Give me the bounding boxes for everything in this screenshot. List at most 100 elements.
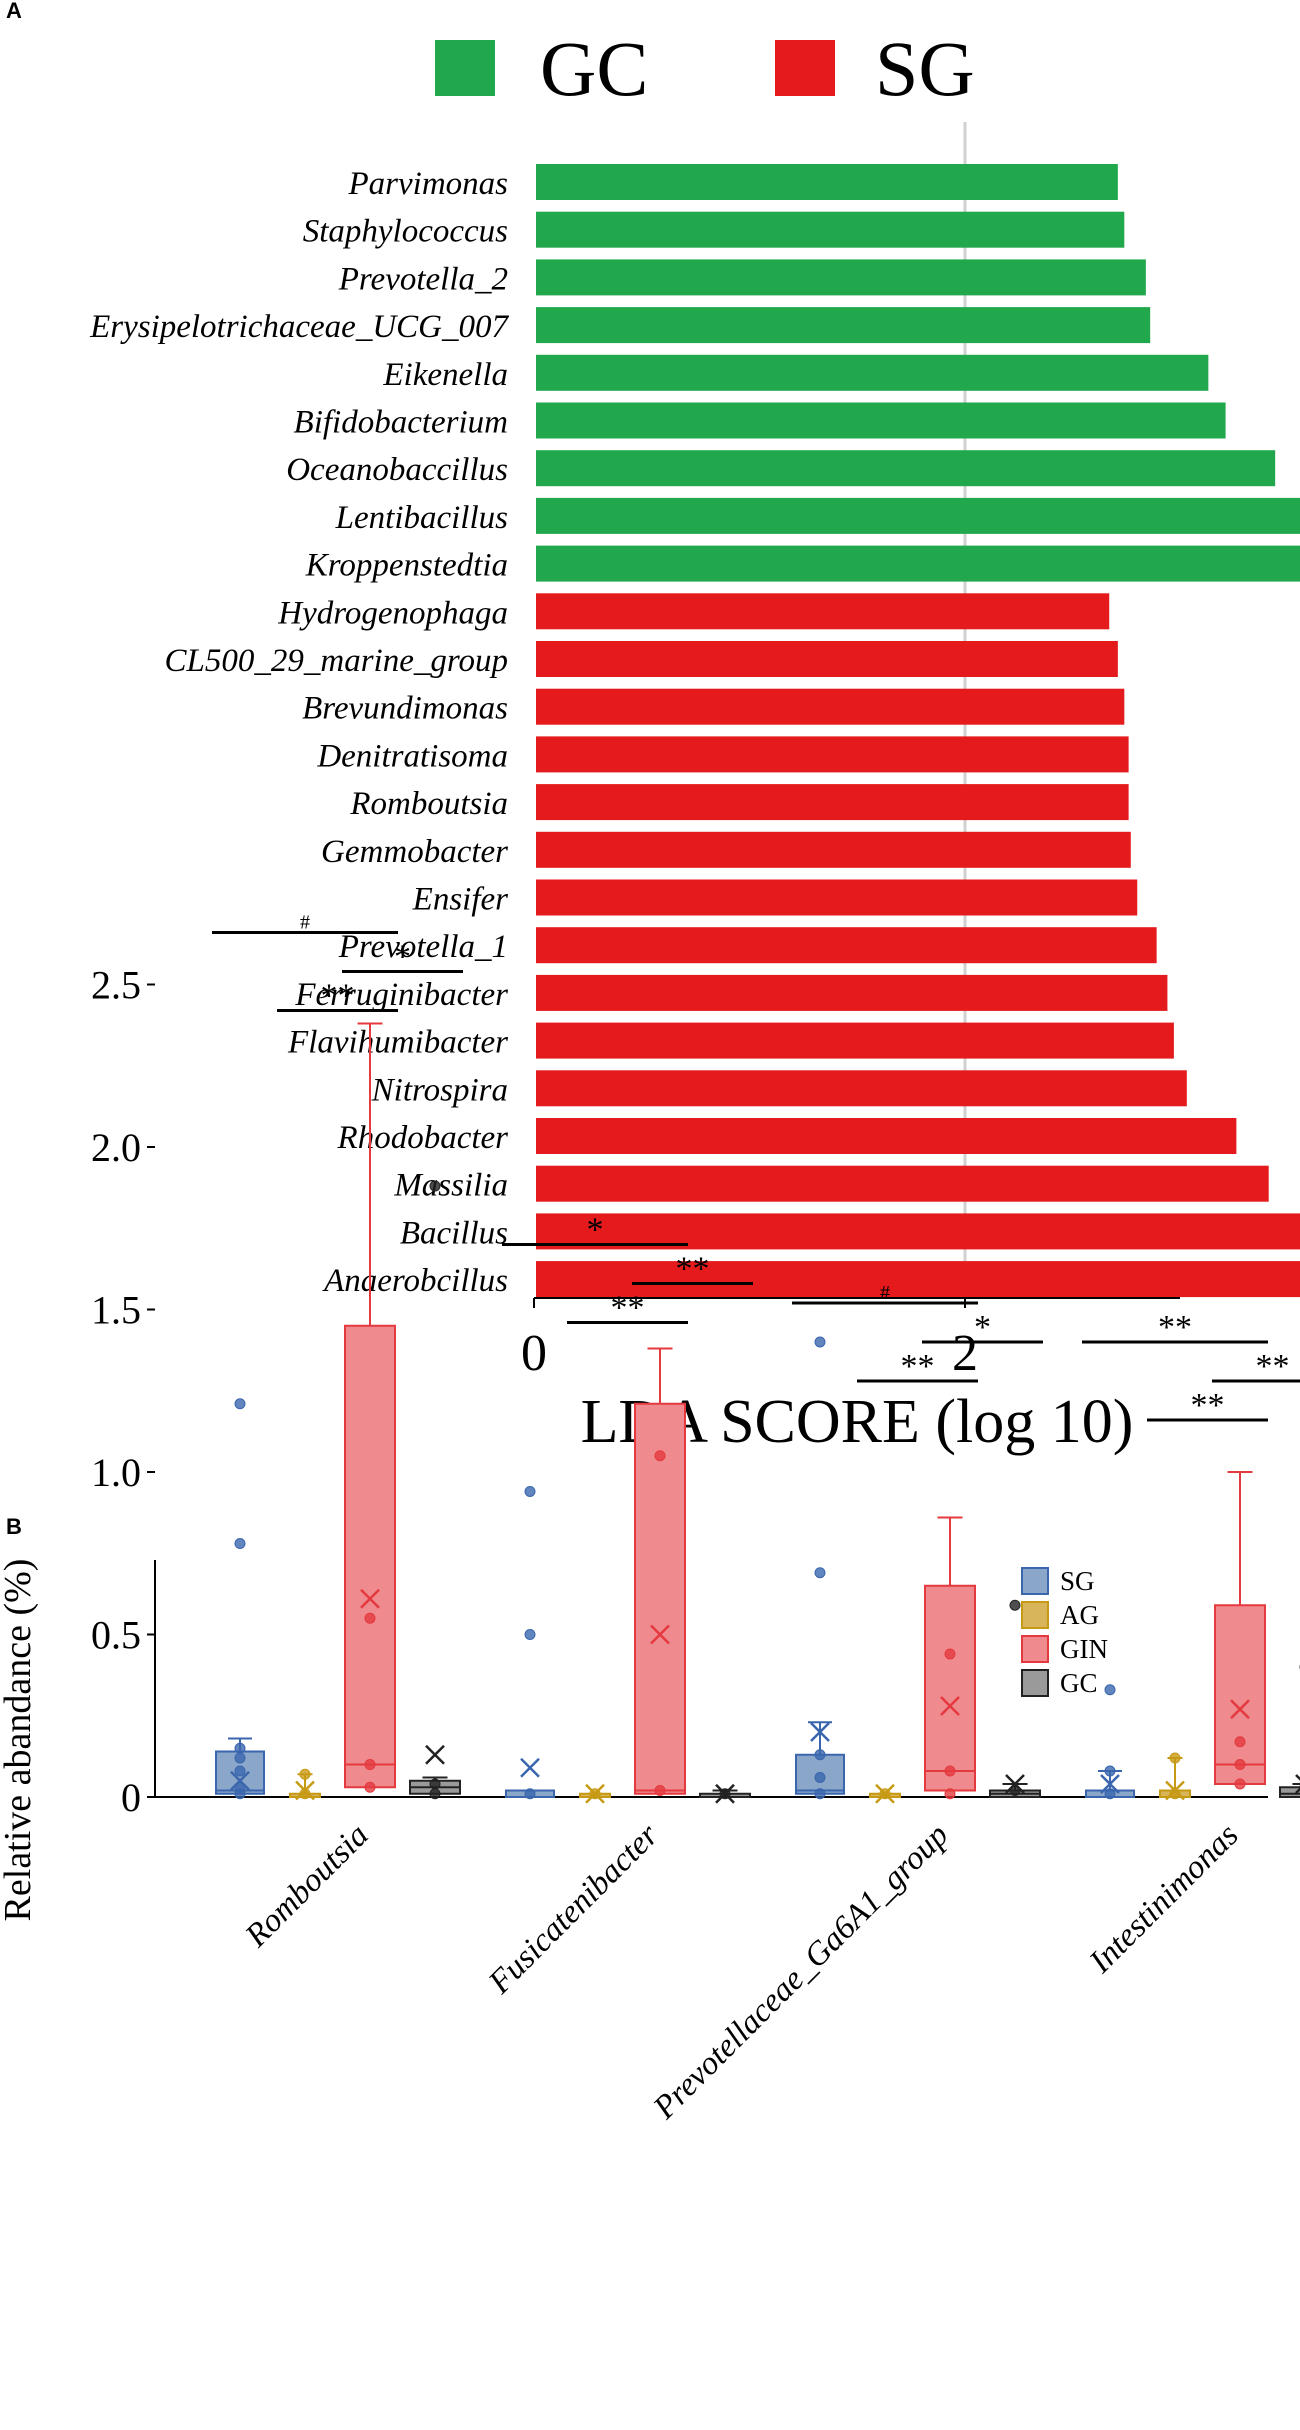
panel-b-label: B xyxy=(6,1514,22,1539)
legend-label-gin: GIN xyxy=(1060,1634,1108,1664)
box-prevotellaceae_ga6a1_group-sg-point xyxy=(814,1567,826,1579)
category-label: CL500_29_marine_group xyxy=(165,643,508,679)
box-fusicatenibacter-sg-point xyxy=(524,1486,536,1497)
legend-swatch-ag xyxy=(1021,1601,1049,1629)
category-label: Denitratisoma xyxy=(316,738,508,774)
bar-bifidobacterium xyxy=(536,402,1226,439)
box-intestinimonas-gin-mean xyxy=(1230,1699,1250,1720)
box-prevotellaceae_ga6a1_group-gin-point xyxy=(944,1788,956,1800)
category-label: Bifidobacterium xyxy=(294,405,508,441)
legend-label-sg: SG xyxy=(875,25,975,112)
category-label: Lentibacillus xyxy=(335,500,508,536)
box-romboutsia-gin xyxy=(344,1324,396,1789)
bar-kroppenstedtia xyxy=(536,545,1300,582)
box-prevotellaceae_ga6a1_group-gin-point xyxy=(944,1648,956,1660)
panel-b-legend: SG AG GIN GC xyxy=(1021,1566,1108,1698)
box-romboutsia-sg-point xyxy=(234,1538,246,1549)
bar-erysipelotrichaceae_ucg_007 xyxy=(536,307,1151,344)
y-tick-label: 0.5 xyxy=(91,1613,141,1658)
category-label: Nitrospira xyxy=(371,1072,508,1108)
legend-swatch-sg xyxy=(775,40,835,96)
category-label: Gemmobacter xyxy=(321,834,508,870)
box-romboutsia-gc-point xyxy=(429,1788,441,1800)
box-prevotellaceae_ga6a1_group-gc-mean xyxy=(1005,1774,1025,1794)
category-label: Anaerobcillus xyxy=(322,1263,508,1299)
category-label: Massilia xyxy=(393,1168,508,1204)
bar-lentibacillus xyxy=(536,497,1300,534)
legend-label-sg: SG xyxy=(1060,1566,1095,1596)
box-fusicatenibacter-sg-point xyxy=(524,1788,536,1800)
box-prevotellaceae_ga6a1_group-sg-point xyxy=(814,1749,826,1761)
box-intestinimonas-gin-point xyxy=(1234,1778,1246,1790)
bar-flavihumibacter xyxy=(536,1022,1174,1059)
y-tick-label: 2.5 xyxy=(91,963,141,1008)
significance-label: # xyxy=(300,912,310,934)
x-tick-label: 0 xyxy=(521,1325,547,1382)
bar-anaerobcillus xyxy=(536,1261,1300,1298)
box-fusicatenibacter-gin xyxy=(634,1402,686,1795)
box-romboutsia-gin-point xyxy=(364,1759,376,1770)
x-tick-label: 2 xyxy=(952,1325,978,1382)
bar-massilia xyxy=(536,1165,1269,1202)
panel-b-category-labels: Romboutsia FusicatenibacterPrevotellaceae… xyxy=(238,1817,1246,2127)
bar-brevundimonas xyxy=(536,688,1125,725)
bar-romboutsia xyxy=(536,784,1129,821)
significance-label: ** xyxy=(1158,1309,1192,1346)
box-fusicatenibacter-sg-point xyxy=(524,1629,536,1640)
box-fusicatenibacter-gin-point xyxy=(654,1450,666,1462)
box-prevotellaceae_ga6a1_group-gc-point xyxy=(1009,1599,1021,1611)
panel-b-axes: 0 0.5 1.0 1.5 2.0 2.5 xyxy=(91,963,1268,1820)
panel-b-significance: #******** #********* xyxy=(212,912,1300,1424)
box-intestinimonas-ag-point xyxy=(1169,1752,1181,1764)
box-romboutsia-ag-point xyxy=(299,1788,311,1800)
bar-nitrospira xyxy=(536,1070,1187,1107)
y-tick-label: 1.0 xyxy=(91,1450,141,1495)
box-prevotellaceae_ga6a1_group-sg-point xyxy=(814,1772,826,1783)
box-romboutsia-gc-point xyxy=(429,1778,441,1790)
category-label: Kroppenstedtia xyxy=(305,548,508,584)
significance-label: ** xyxy=(1256,1348,1290,1385)
box-prevotellaceae_ga6a1_group-gc-point xyxy=(1009,1785,1021,1796)
bar-rhodobacter xyxy=(536,1118,1237,1154)
box-prevotellaceae_ga6a1_group-sg-point xyxy=(814,1336,826,1348)
bar-gemmobacter xyxy=(536,831,1131,868)
box-fusicatenibacter-gc-point xyxy=(719,1788,731,1800)
category-label: Romboutsia xyxy=(349,786,508,822)
box-intestinimonas-sg-point xyxy=(1104,1765,1116,1777)
category-label: Prevotella_2 xyxy=(338,261,508,297)
box-romboutsia-sg-point xyxy=(234,1765,246,1777)
bar-denitratisoma xyxy=(536,736,1129,773)
category-label: Romboutsia xyxy=(238,1817,376,1955)
category-label: Bacillus xyxy=(400,1215,508,1251)
category-label: Ensifer xyxy=(412,882,508,918)
significance-label: * xyxy=(587,1212,604,1249)
category-label: Erysipelotrichaceae_UCG_007 xyxy=(89,309,509,345)
category-label: Parvimonas xyxy=(348,166,509,202)
box-romboutsia-sg-point xyxy=(234,1788,246,1800)
bar-ensifer xyxy=(536,879,1138,916)
bar-ferruginibacter xyxy=(536,974,1168,1011)
category-label: Eikenella xyxy=(382,357,508,393)
category-label: Staphylococcus xyxy=(303,214,508,250)
box-intestinimonas-gc xyxy=(1279,1786,1300,1798)
panel-a-category-labels: Parvimonas Staphylococcus Prevotella_2 Erys… xyxy=(89,166,509,1299)
y-tick-label: 0 xyxy=(121,1775,141,1820)
box-prevotellaceae_ga6a1_group-ag-point xyxy=(879,1788,891,1800)
category-label: Rhodobacter xyxy=(337,1120,509,1156)
bar-hydrogenophaga xyxy=(536,593,1110,630)
box-romboutsia-gin-point xyxy=(364,1781,376,1793)
legend-label-gc: GC xyxy=(1060,1668,1098,1698)
box-romboutsia-sg-point xyxy=(234,1742,246,1754)
box-prevotellaceae_ga6a1_group-gin xyxy=(924,1584,976,1792)
box-romboutsia-sg-mean xyxy=(230,1770,250,1791)
bar-eikenella xyxy=(536,354,1209,391)
bar-parvimonas xyxy=(536,164,1118,200)
category-label: Intestinimonas xyxy=(1082,1817,1246,1981)
box-intestinimonas-gin-point xyxy=(1234,1759,1246,1770)
panel-a-label: A xyxy=(6,0,22,23)
significance-label: * xyxy=(974,1309,991,1346)
y-tick-label: 1.5 xyxy=(91,1288,141,1333)
box-intestinimonas-gin-point xyxy=(1234,1736,1246,1748)
box-prevotellaceae_ga6a1_group-sg-mean xyxy=(810,1722,830,1742)
